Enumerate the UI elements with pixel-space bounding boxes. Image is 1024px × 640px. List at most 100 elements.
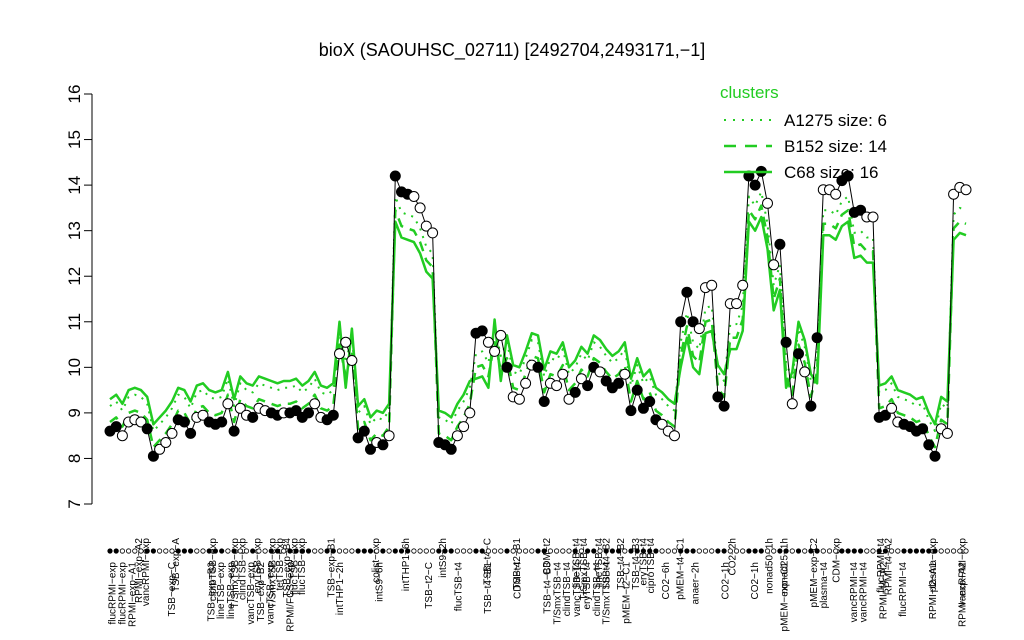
data-point-12	[178, 416, 190, 428]
data-point-62	[489, 345, 501, 357]
x-label-top-17: TSB−t2−B1	[512, 538, 523, 590]
data-point-94	[687, 316, 699, 328]
rug-mark-17	[212, 548, 218, 554]
x-label-bottom-16: CDM−t4	[513, 562, 524, 599]
rug-mark-58	[467, 548, 473, 554]
x-label-bottom-27: CO2−1h	[720, 562, 731, 600]
data-point-101	[731, 298, 742, 310]
rug-mark-97	[709, 548, 715, 554]
rug-mark-31	[299, 548, 305, 554]
x-label-top-5: clindTSB−exp	[238, 538, 249, 600]
data-point-136	[948, 188, 960, 200]
x-label-bottom-6: lineTSB−exp	[226, 562, 237, 619]
rug-mark-0	[107, 548, 113, 554]
rug-mark-36	[330, 548, 336, 554]
rug-mark-135	[944, 548, 951, 554]
data-point-38	[340, 336, 352, 348]
data-point-55	[445, 443, 457, 455]
rug-mark-101	[733, 548, 740, 554]
y-tick-label-14: 14	[65, 176, 84, 195]
x-label-bottom-10: RPMI/FCS−exp	[285, 562, 296, 632]
y-tick-label-16: 16	[65, 85, 84, 104]
x-label-bottom-3: TSB−exp−C	[167, 562, 178, 616]
x-label-bottom-13: TSB−t2−C	[424, 562, 435, 609]
sample-rug	[107, 548, 969, 554]
rug-mark-106	[764, 548, 771, 554]
data-point-95	[693, 323, 705, 335]
rug-mark-122	[864, 548, 870, 554]
data-point-8	[154, 443, 166, 455]
data-point-56	[451, 430, 463, 442]
rug-mark-41	[361, 548, 367, 554]
rug-mark-76	[578, 548, 585, 554]
data-point-63	[495, 329, 507, 341]
data-point-20	[228, 425, 240, 437]
y-tick-label-15: 15	[65, 130, 84, 149]
data-point-41	[358, 425, 370, 437]
x-label-top-14: intTHP1−6h	[401, 538, 412, 591]
legend: clusters A1275 size: 6 B152 size: 14 C68…	[720, 83, 887, 182]
x-label-bottom-14: flucTSB−t4	[453, 562, 464, 612]
data-point-33	[309, 398, 321, 410]
y-tick-label-10: 10	[65, 358, 84, 377]
rug-mark-136	[950, 548, 957, 554]
rug-mark-26	[268, 548, 274, 554]
data-point-104	[749, 179, 761, 191]
x-label-top-15: intS9−2h	[438, 538, 449, 578]
rug-mark-46	[392, 548, 398, 554]
data-point-21	[234, 402, 246, 414]
rug-mark-123	[870, 548, 876, 554]
data-point-58	[464, 407, 476, 419]
x-label-bottom-17: TSB−t4−B3	[542, 562, 553, 614]
rug-mark-33	[312, 548, 318, 554]
legend-entry-a1275: A1275 size: 6	[784, 111, 887, 130]
rug-mark-84	[628, 548, 634, 554]
rug-mark-117	[833, 548, 839, 554]
chart-title: bioX (SAOUHSC_02711) [2492704,2493171,−1…	[319, 40, 705, 61]
rug-mark-78	[591, 548, 597, 554]
rug-mark-23	[250, 548, 256, 554]
rug-mark-116	[826, 548, 833, 554]
rug-mark-15	[200, 548, 206, 554]
x-label-top-16: TSB−t4−C	[483, 538, 494, 585]
rug-mark-79	[597, 548, 603, 554]
x-label-top-22: TSB−t4−B2	[601, 538, 612, 590]
data-point-76	[575, 373, 587, 385]
y-tick-label-12: 12	[65, 267, 84, 286]
rug-mark-120	[851, 548, 857, 554]
y-tick-label-13: 13	[65, 221, 84, 240]
x-label-top-28: CO2−2h	[727, 538, 738, 576]
rug-mark-1	[113, 548, 119, 554]
rug-mark-134	[938, 548, 944, 554]
rug-mark-90	[665, 548, 671, 554]
rug-mark-130	[913, 548, 920, 554]
rug-mark-133	[932, 548, 938, 554]
data-point-61	[482, 336, 494, 348]
rug-mark-137	[957, 548, 963, 554]
rug-mark-61	[485, 548, 491, 554]
rug-mark-57	[460, 548, 467, 554]
cluster-lines	[109, 190, 967, 449]
rug-mark-65	[510, 548, 516, 554]
rug-mark-6	[144, 548, 150, 554]
rug-mark-64	[504, 548, 510, 554]
x-label-bottom-1: flucRPMI−exp	[117, 562, 128, 625]
data-point-36	[327, 409, 339, 421]
data-point-91	[669, 430, 680, 442]
rug-mark-51	[423, 548, 429, 554]
x-label-bottom-15: TSB−t4−B1	[483, 562, 494, 614]
data-point-99	[718, 400, 730, 412]
data-point-79	[594, 366, 606, 378]
rug-mark-11	[175, 548, 181, 554]
x-label-top-0: RPMI−exp−A2	[134, 538, 145, 603]
data-point-57	[458, 421, 470, 433]
x-label-top-21: lineTSB−t4	[594, 538, 605, 588]
x-label-top-2: TSB−exp−A	[171, 538, 182, 592]
x-label-top-34: RPMI−t4−A2	[883, 538, 894, 596]
gene-line	[109, 169, 967, 458]
rug-mark-10	[169, 548, 175, 554]
rug-mark-30	[293, 548, 299, 554]
data-point-9	[160, 437, 172, 448]
x-label-top-18: CDM−t2	[542, 538, 553, 575]
data-point-102	[737, 279, 749, 291]
